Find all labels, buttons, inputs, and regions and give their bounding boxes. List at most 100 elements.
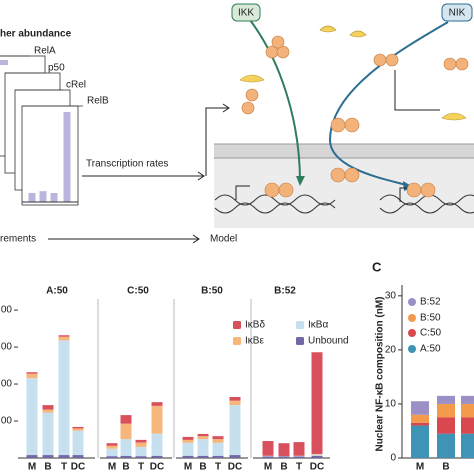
chart-title: A:50 bbox=[46, 286, 68, 297]
cell-diagram bbox=[214, 3, 474, 228]
bar-segment bbox=[151, 455, 163, 458]
x-tick-label: M bbox=[28, 462, 36, 473]
bar-segment bbox=[229, 405, 241, 456]
dimer-label: RelA bbox=[34, 46, 56, 57]
x-tick-label: B bbox=[199, 462, 206, 473]
bar-segment bbox=[42, 405, 54, 410]
bar-segment bbox=[58, 336, 70, 341]
card-corner-lines bbox=[0, 55, 83, 107]
legend-swatch bbox=[296, 337, 304, 345]
bar-segment bbox=[151, 405, 163, 434]
bar-segment bbox=[182, 436, 194, 440]
y-tick-label: 30 bbox=[385, 290, 397, 301]
bar-segment bbox=[120, 415, 132, 424]
bar-segment bbox=[72, 455, 84, 458]
model-label: Model bbox=[210, 234, 237, 245]
bar bbox=[39, 191, 47, 202]
bar bbox=[50, 193, 58, 202]
x-tick-label: T bbox=[138, 462, 144, 473]
x-tick-label: T bbox=[61, 462, 67, 473]
bar-segment bbox=[135, 439, 147, 443]
legend-label: IκBε bbox=[245, 336, 264, 347]
y-tick-label: 10 bbox=[385, 399, 397, 410]
bar-segment bbox=[135, 456, 147, 458]
x-tick-label: B bbox=[44, 462, 51, 473]
bar-segment bbox=[461, 417, 474, 434]
legend-swatch bbox=[408, 345, 416, 353]
bar-segment bbox=[212, 455, 224, 458]
bar-segment bbox=[197, 436, 209, 440]
bar-segment bbox=[293, 455, 305, 457]
bar-segment bbox=[411, 422, 429, 426]
chart-title: C:50 bbox=[127, 286, 149, 297]
chart-title: B:52 bbox=[274, 286, 296, 297]
bar-segment bbox=[311, 453, 323, 455]
abundance-title: her abundance bbox=[0, 29, 72, 40]
bar-segment bbox=[58, 335, 70, 337]
bar-segment bbox=[461, 433, 474, 458]
kinase-label: NIK bbox=[449, 8, 466, 19]
x-tick-label: M bbox=[264, 462, 272, 473]
legend-label: B:50 bbox=[420, 313, 441, 324]
x-tick-label: B bbox=[442, 462, 449, 473]
bar-segment bbox=[106, 445, 118, 449]
bar-segment bbox=[151, 433, 163, 456]
panel-label: C bbox=[372, 259, 382, 274]
bar-segment bbox=[197, 433, 209, 437]
legend-swatch bbox=[408, 298, 416, 306]
legend-swatch bbox=[408, 329, 416, 337]
bar bbox=[63, 112, 71, 202]
measurements-label: rements bbox=[0, 234, 36, 245]
bar-segment bbox=[197, 455, 209, 458]
bar-segment bbox=[411, 414, 429, 423]
bar-segment bbox=[278, 456, 290, 458]
chart-title: B:50 bbox=[201, 286, 223, 297]
legend-swatch bbox=[233, 321, 241, 329]
legend-label: IκBδ bbox=[245, 320, 265, 331]
bar-segment bbox=[212, 439, 224, 443]
bar-segment bbox=[106, 448, 118, 457]
bar-segment bbox=[26, 373, 38, 379]
bar-segment bbox=[182, 455, 194, 458]
legend-label: IκBα bbox=[308, 320, 328, 331]
bar bbox=[28, 193, 36, 202]
bar-segment bbox=[42, 455, 54, 458]
y-tick-label: 00 bbox=[1, 416, 13, 427]
bar-segment bbox=[106, 456, 118, 458]
bar-segment bbox=[229, 455, 241, 458]
bar-segment bbox=[135, 446, 147, 457]
x-tick-label: B bbox=[122, 462, 129, 473]
bar-segment bbox=[262, 455, 274, 457]
bar-segment bbox=[182, 442, 194, 456]
bar-segment bbox=[182, 439, 194, 443]
x-tick-label: DC bbox=[310, 462, 324, 473]
bar-segment bbox=[42, 412, 54, 456]
legend-label: A:50 bbox=[420, 344, 441, 355]
kinase-label: IKK bbox=[238, 8, 254, 19]
bar-segment bbox=[151, 402, 163, 406]
bar-segment bbox=[437, 395, 455, 404]
bar-segment bbox=[197, 439, 209, 456]
bar-segment bbox=[437, 417, 455, 434]
bar-segment bbox=[72, 428, 84, 431]
bar-segment bbox=[411, 425, 429, 458]
card-bar-decor bbox=[0, 60, 8, 65]
bar-segment bbox=[212, 442, 224, 456]
bar-segment bbox=[212, 436, 224, 440]
bar-segment bbox=[58, 455, 70, 458]
dimer-label: RelB bbox=[87, 96, 109, 107]
bar-segment bbox=[262, 440, 274, 456]
dimer-label: p50 bbox=[48, 63, 65, 74]
arrows bbox=[48, 103, 230, 244]
bar-segment bbox=[311, 454, 323, 456]
bar-segment bbox=[437, 403, 455, 418]
x-tick-label: DC bbox=[150, 462, 164, 473]
bar-segment bbox=[278, 443, 290, 457]
bar-segment bbox=[120, 423, 132, 440]
y-tick-label: 20 bbox=[385, 345, 397, 356]
bar-segment bbox=[229, 400, 241, 406]
y-tick-label: 00 bbox=[1, 305, 13, 316]
y-tick-label: 0 bbox=[390, 453, 396, 464]
x-tick-label: DC bbox=[228, 462, 242, 473]
